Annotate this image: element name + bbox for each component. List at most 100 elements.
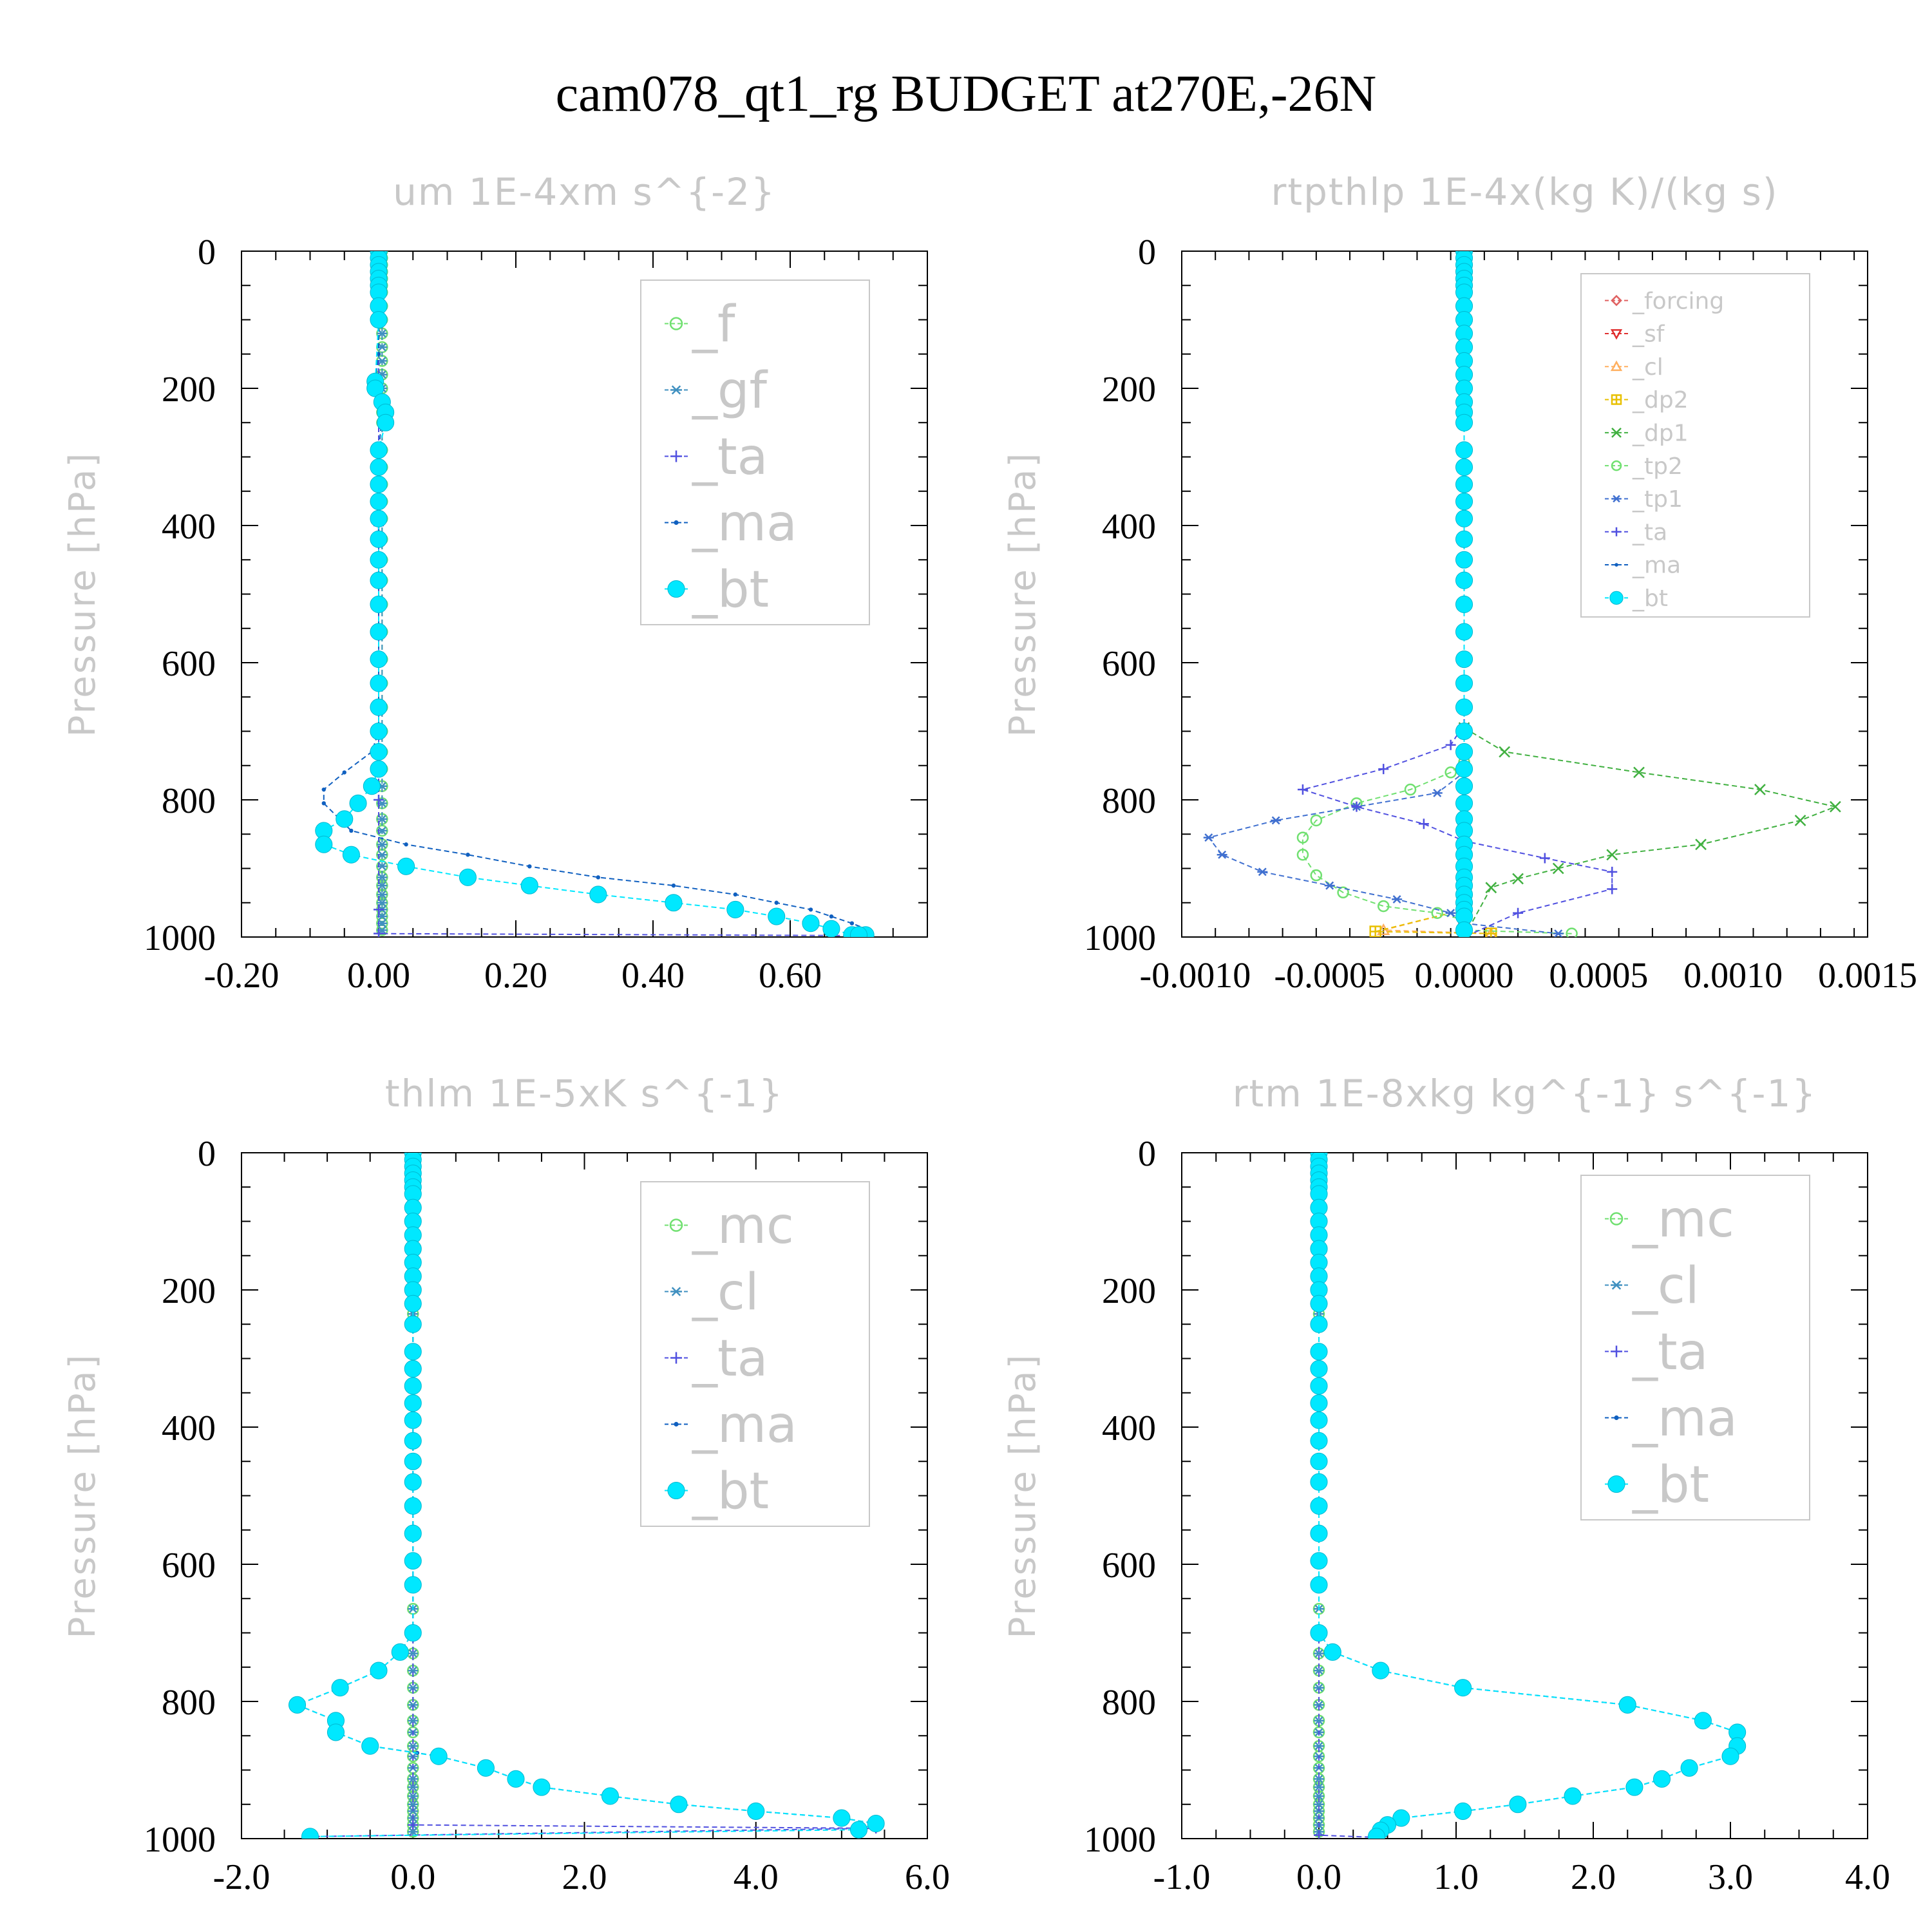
panel-title: rtm 1E-8xkg kg^{-1} s^{-1} [1233,1072,1817,1115]
legend: _mc _cl _ta _ma _bt [1580,1175,1810,1520]
data-point [1271,816,1282,825]
legend-entry: _f [692,296,736,354]
data-point [1324,881,1335,890]
data-point [1694,1712,1712,1730]
y-tick-label: 600 [162,644,216,684]
data-point [1625,1778,1643,1796]
y-tick-label: 1000 [1084,1820,1156,1860]
data-point [376,352,381,356]
x-tick-label: -2.0 [213,1857,270,1897]
series-line [1318,1153,1374,1838]
y-tick-label: 600 [1102,644,1156,684]
data-point [370,310,388,329]
y-tick-label: 0 [1138,232,1156,272]
y-tick-label: 800 [162,781,216,821]
data-point [1455,743,1473,761]
data-point [1310,1552,1328,1570]
legend-marker [1607,1475,1625,1493]
legend-marker [1611,1345,1622,1358]
legend-marker [1609,591,1624,605]
data-point [1455,760,1473,778]
data-point [370,458,388,477]
series-line [1302,251,1572,934]
data-point [370,493,388,511]
data-point [377,840,388,849]
data-point [377,815,388,824]
data-point [849,926,868,937]
data-point [1404,783,1417,796]
data-point [774,900,779,905]
data-point [533,1778,551,1796]
data-point [808,907,813,912]
data-point [1454,1679,1472,1697]
y-tick-label: 600 [1102,1546,1156,1586]
y-tick-label: 0 [198,1134,216,1174]
x-tick-label: 2.0 [562,1857,607,1897]
series-line [1208,251,1558,934]
data-point [408,1827,419,1836]
legend-marker [1611,394,1622,405]
data-point [370,551,388,569]
data-point [1455,475,1473,493]
data-point [1372,1662,1390,1680]
data-point [370,475,388,493]
data-point [1445,909,1456,918]
legend-entry: _bt [1632,585,1668,612]
x-tick-label: 0.0005 [1549,956,1648,996]
data-point [1337,886,1349,899]
y-tick-label: 400 [1102,507,1156,547]
panel-title: thlm 1E-5xK s^{-1} [385,1072,784,1115]
data-point [408,1783,419,1792]
data-point [1499,746,1511,758]
data-point [1310,1394,1328,1412]
data-point [1314,1716,1324,1725]
legend: _f _gf _ta _ma _bt [640,279,870,625]
data-point [342,770,346,775]
data-point [1607,866,1618,877]
y-axis-label: Pressure [hPa] [1002,1353,1044,1639]
data-point [1323,1643,1341,1661]
data-point [1455,458,1473,477]
y-tick-label: 800 [1102,781,1156,821]
data-point [404,1524,422,1542]
data-point [1310,869,1323,882]
data-point [301,1828,319,1839]
legend-marker [667,580,685,598]
data-point [1721,1747,1739,1765]
data-point [1314,1649,1324,1658]
data-point [404,1315,422,1333]
data-point [507,1770,525,1788]
x-tick-label: 0.40 [621,956,685,996]
data-point [1310,1497,1328,1515]
data-point [370,441,388,459]
data-point [1485,927,1497,937]
data-point [1455,413,1473,431]
legend-box [1580,1175,1810,1520]
data-point [1297,784,1308,795]
data-point [370,743,388,761]
legend-entry: _tp1 [1632,486,1683,513]
series-layer [315,251,875,937]
x-tick-label: 4.0 [734,1857,779,1897]
data-point [1455,650,1473,668]
y-tick-label: 400 [162,1408,216,1448]
legend-box [640,1181,870,1527]
data-point [1314,1666,1324,1675]
x-tick-label: 4.0 [1845,1857,1890,1897]
legend-marker [669,1218,683,1232]
data-point [1418,819,1429,829]
x-tick-label: 0.20 [484,956,547,996]
legend-entry: _ma [692,495,797,553]
data-point [1513,907,1524,918]
data-point [589,886,607,904]
x-tick-label: 0.0 [1296,1857,1341,1897]
legend-entry: _ta [692,1330,768,1388]
data-point [1455,623,1473,641]
y-tick-label: 0 [198,232,216,272]
data-point [404,1411,422,1429]
data-point [833,1809,851,1827]
data-point [1310,814,1323,827]
data-point [1653,1770,1671,1788]
data-point [430,1747,448,1765]
